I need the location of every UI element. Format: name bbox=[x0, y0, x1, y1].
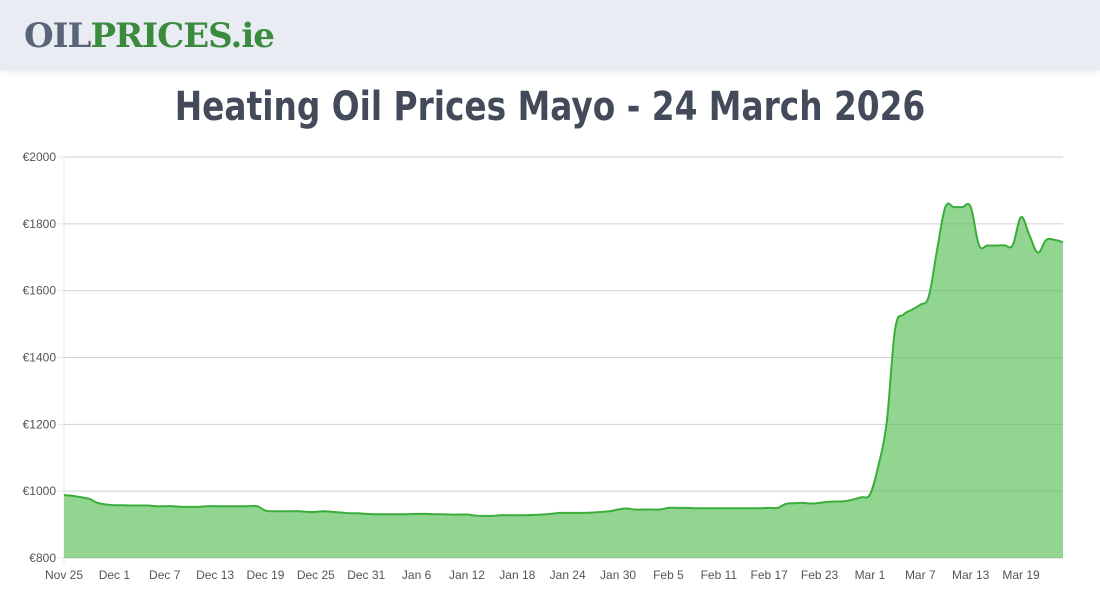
x-tick-label: Dec 1 bbox=[99, 568, 131, 582]
price-line bbox=[63, 202, 1064, 517]
x-tick-label: Feb 17 bbox=[750, 568, 788, 582]
x-tick-label: Mar 1 bbox=[855, 568, 886, 582]
site-header: OILPRICES.ie bbox=[0, 0, 1100, 70]
x-tick-label: Feb 23 bbox=[801, 568, 839, 582]
price-area bbox=[64, 203, 1063, 558]
x-tick-label: Feb 11 bbox=[701, 568, 738, 582]
x-tick-label: Jan 6 bbox=[402, 568, 432, 582]
x-tick-label: Jan 30 bbox=[600, 568, 636, 582]
y-tick-label: €800 bbox=[29, 551, 56, 565]
y-tick-label: €1000 bbox=[23, 484, 57, 498]
y-tick-label: €1600 bbox=[23, 284, 57, 298]
logo[interactable]: OILPRICES.ie bbox=[24, 16, 275, 56]
x-tick-label: Dec 31 bbox=[347, 568, 385, 582]
x-tick-label: Mar 7 bbox=[905, 568, 936, 582]
y-tick-label: €1800 bbox=[23, 217, 57, 231]
x-tick-label: Jan 18 bbox=[499, 568, 535, 582]
x-tick-label: Feb 5 bbox=[653, 568, 684, 582]
x-tick-label: Jan 24 bbox=[550, 568, 586, 582]
y-tick-label: €1400 bbox=[23, 351, 57, 365]
x-tick-label: Jan 12 bbox=[449, 568, 485, 582]
x-tick-label: Mar 13 bbox=[952, 568, 990, 582]
x-tick-label: Nov 25 bbox=[45, 568, 83, 582]
x-tick-label: Dec 7 bbox=[149, 568, 181, 582]
x-tick-label: Mar 19 bbox=[1002, 568, 1040, 582]
y-tick-label: €2000 bbox=[23, 150, 57, 164]
y-tick-label: €1200 bbox=[23, 417, 57, 431]
x-tick-label: Dec 19 bbox=[246, 568, 284, 582]
page-title: Heating Oil Prices Mayo - 24 March 2026 bbox=[174, 84, 926, 130]
x-tick-label: Dec 25 bbox=[297, 568, 335, 582]
x-tick-label: Dec 13 bbox=[196, 568, 234, 582]
